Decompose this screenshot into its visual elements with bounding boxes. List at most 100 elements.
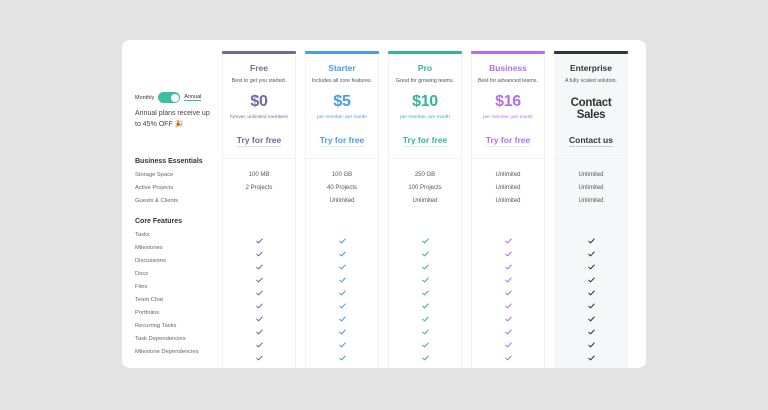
section-title-core-features: Core Features (135, 218, 183, 225)
check-icon (472, 283, 544, 296)
check-icon (555, 335, 627, 348)
check-icon (555, 309, 627, 322)
check-icon (389, 270, 461, 283)
divider (223, 158, 295, 159)
try-for-free-button[interactable]: Try for free (236, 135, 282, 147)
check-icon (306, 322, 378, 335)
check-icon (306, 231, 378, 244)
plan-accent-bar (222, 51, 296, 54)
plan-feature-value: Unlimited (495, 185, 521, 191)
plan-feature-value: Unlimited (495, 172, 521, 178)
feature-label: Docs (135, 271, 149, 277)
check-icon (223, 309, 295, 322)
plan-name: Business (489, 63, 527, 73)
check-icon (306, 257, 378, 270)
check-icon (306, 244, 378, 257)
check-icon (223, 244, 295, 257)
plan-feature-value: Unlimited (578, 185, 604, 191)
annual-label[interactable]: Annual (184, 94, 202, 101)
feature-label: Active Projects (135, 185, 174, 191)
feature-label: Tasks (135, 232, 150, 238)
plan-cta: Try for free (389, 135, 461, 147)
promo-text: Annual plans receive up to 45% OFF 🎉 (135, 110, 210, 128)
plan-accent-bar (388, 51, 462, 54)
plan-cta: Try for free (223, 135, 295, 147)
feature-label: Portfolios (135, 310, 160, 316)
plan-feature-value: Unlimited (412, 198, 438, 204)
check-icon (389, 283, 461, 296)
plan-description: Includes all core features. (311, 78, 373, 84)
plan-accent-bar (305, 51, 379, 54)
plan-feature-value: 250 GB (414, 172, 436, 178)
divider (306, 158, 378, 159)
plan-feature-value: Unlimited (495, 198, 521, 204)
check-icon (306, 348, 378, 361)
check-icon (223, 283, 295, 296)
try-for-free-button[interactable]: Try for free (485, 135, 531, 147)
check-icon (389, 231, 461, 244)
check-icon (306, 309, 378, 322)
plan-column-pro: Pro Great for growing teams. $10 per member… (388, 51, 462, 368)
check-icon (555, 283, 627, 296)
check-icon (472, 270, 544, 283)
contact-us-button[interactable]: Contact us (569, 135, 613, 147)
section-title-business-essentials: Business Essentials (135, 158, 203, 165)
check-icon (223, 348, 295, 361)
check-icon (389, 322, 461, 335)
check-icon (306, 283, 378, 296)
plan-price: $16 (495, 93, 521, 110)
check-icon (223, 257, 295, 270)
check-icon (555, 348, 627, 361)
billing-toggle[interactable] (158, 92, 181, 103)
check-icon (472, 257, 544, 270)
plan-column-starter: Starter Includes all core features. $5 per … (305, 51, 379, 368)
check-icon (389, 335, 461, 348)
check-icon (555, 296, 627, 309)
check-icon (472, 309, 544, 322)
plan-column-enterprise: Enterprise A fully scaled solution. Contac… (554, 51, 628, 368)
plan-accent-bar (554, 51, 628, 54)
plan-column-business: Business Best for advanced teams. $16 per m… (471, 51, 545, 368)
check-icon (555, 322, 627, 335)
check-icon (555, 231, 627, 244)
plan-name: Starter (328, 63, 356, 73)
plan-price: $10 (412, 93, 438, 110)
plan-accent-bar (471, 51, 545, 54)
try-for-free-button[interactable]: Try for free (319, 135, 365, 147)
plan-price-note: per member, per month (483, 115, 533, 120)
check-icon (223, 231, 295, 244)
plan-feature-value: Unlimited (578, 198, 604, 204)
check-icon (389, 348, 461, 361)
divider (555, 158, 627, 159)
plan-feature-value (223, 197, 295, 205)
feature-label: Guests & Clients (135, 198, 179, 204)
feature-label: Task Dependencies (135, 336, 186, 342)
toggle-knob (170, 93, 179, 102)
plan-cta: Contact us (555, 135, 627, 147)
plan-cta: Try for free (306, 135, 378, 147)
check-icon (389, 309, 461, 322)
check-icon (389, 257, 461, 270)
try-for-free-button[interactable]: Try for free (402, 135, 448, 147)
plan-cta: Try for free (472, 135, 544, 147)
plan-feature-value: 40 Projects (326, 185, 357, 191)
billing-toggle-row: Monthly Annual (135, 92, 202, 103)
feature-label: Storage Space (135, 172, 174, 178)
plan-price-note: per member, per month (400, 115, 450, 120)
check-icon (472, 244, 544, 257)
plan-price-note: forever, unlimited members (230, 115, 288, 120)
plan-feature-value: 100 Projects (408, 185, 442, 191)
monthly-label[interactable]: Monthly (135, 94, 155, 101)
plan-price: Contact Sales (570, 97, 612, 121)
feature-label: Team Chat (135, 297, 164, 303)
divider (389, 158, 461, 159)
plan-description: Best for advanced teams. (477, 78, 539, 84)
check-icon (472, 348, 544, 361)
check-icon (223, 335, 295, 348)
plan-description: Best to get you started. (231, 78, 287, 84)
divider (472, 158, 544, 159)
check-icon (306, 296, 378, 309)
check-icon (472, 296, 544, 309)
check-icon (223, 296, 295, 309)
check-icon (555, 257, 627, 270)
